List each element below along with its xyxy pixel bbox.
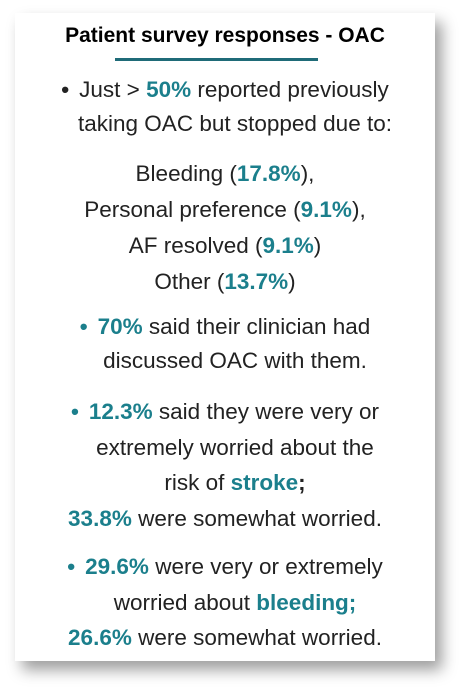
section-bleeding-worry: • 29.6% were very or extremely worried ab… bbox=[15, 549, 435, 656]
reason-value: 17.8% bbox=[236, 161, 301, 186]
reason-suffix: ) bbox=[288, 269, 296, 294]
section1-line1-pre: Just > bbox=[79, 77, 147, 102]
section2-line1: • 70% said their clinician had bbox=[15, 310, 435, 344]
section4-line2-pre: worried about bbox=[113, 589, 257, 615]
reason-item: AF resolved (9.1%) bbox=[15, 228, 435, 264]
bullet-icon: • bbox=[79, 314, 88, 339]
section1-line1: • Just > 50% reported previously bbox=[15, 73, 435, 107]
reasons-list: Bleeding (17.8%), Personal preference (9… bbox=[15, 156, 435, 300]
reason-item: Personal preference (9.1%), bbox=[15, 192, 435, 228]
section3-value: 12.3% bbox=[88, 399, 153, 424]
title-underline bbox=[115, 58, 318, 61]
section1-line1-post: reported previously bbox=[191, 77, 389, 102]
survey-card: Patient survey responses - OAC • Just > 5… bbox=[15, 13, 435, 661]
bleeding-keyword: bleeding; bbox=[256, 589, 357, 615]
section4-line1-post: were very or extremely bbox=[148, 554, 383, 579]
reason-suffix: ), bbox=[351, 197, 366, 222]
reason-item: Bleeding (17.8%), bbox=[15, 156, 435, 192]
bullet-icon: • bbox=[70, 399, 79, 424]
section-clinician-discussion: • 70% said their clinician had discussed … bbox=[15, 310, 435, 378]
reason-label: AF resolved ( bbox=[128, 233, 263, 258]
reason-suffix: ), bbox=[300, 161, 315, 186]
section4-line3-post: were somewhat worried. bbox=[131, 625, 382, 650]
bullet-icon: • bbox=[67, 554, 76, 579]
section3-line4: 33.8% were somewhat worried. bbox=[15, 501, 435, 537]
section4-value: 29.6% bbox=[85, 554, 149, 579]
reason-item: Other (13.7%) bbox=[15, 264, 435, 300]
card-title: Patient survey responses - OAC bbox=[65, 24, 385, 47]
section3-somewhat-value: 33.8% bbox=[68, 505, 132, 531]
stroke-keyword: stroke bbox=[230, 470, 299, 495]
section4-somewhat-value: 26.6% bbox=[68, 625, 132, 650]
section4-line1: • 29.6% were very or extremely bbox=[15, 549, 435, 585]
section2-line2: discussed OAC with them. bbox=[103, 348, 367, 373]
reason-value: 13.7% bbox=[224, 269, 289, 294]
section4-line3: 26.6% were somewhat worried. bbox=[15, 620, 435, 656]
reason-label: Personal preference ( bbox=[84, 197, 301, 222]
section4-line2: worried about bleeding; bbox=[15, 585, 435, 621]
reason-value: 9.1% bbox=[262, 233, 314, 258]
bullet-icon: • bbox=[61, 77, 70, 102]
section1-line2: taking OAC but stopped due to: bbox=[78, 111, 392, 136]
section3-line1: • 12.3% said they were very or bbox=[15, 394, 435, 430]
reason-value: 9.1% bbox=[300, 197, 352, 222]
section3-line2: extremely worried about the bbox=[96, 434, 374, 460]
section3-line3: risk of stroke; bbox=[15, 465, 435, 501]
section2-value: 70% bbox=[97, 314, 143, 339]
reason-label: Other ( bbox=[154, 269, 225, 294]
section-stopped-oac: • Just > 50% reported previously taking O… bbox=[15, 73, 435, 141]
reason-suffix: ) bbox=[313, 233, 322, 258]
section3-line3-pre: risk of bbox=[164, 470, 231, 495]
section3-line4-post: were somewhat worried. bbox=[131, 505, 382, 531]
section-stroke-worry: • 12.3% said they were very or extremely … bbox=[15, 394, 435, 536]
section3-punct: ; bbox=[298, 470, 306, 495]
section1-value: 50% bbox=[146, 77, 192, 102]
section2-line1-post: said their clinician had bbox=[142, 314, 371, 339]
reason-label: Bleeding ( bbox=[135, 161, 237, 186]
section3-line1-post: said they were very or bbox=[152, 399, 380, 424]
